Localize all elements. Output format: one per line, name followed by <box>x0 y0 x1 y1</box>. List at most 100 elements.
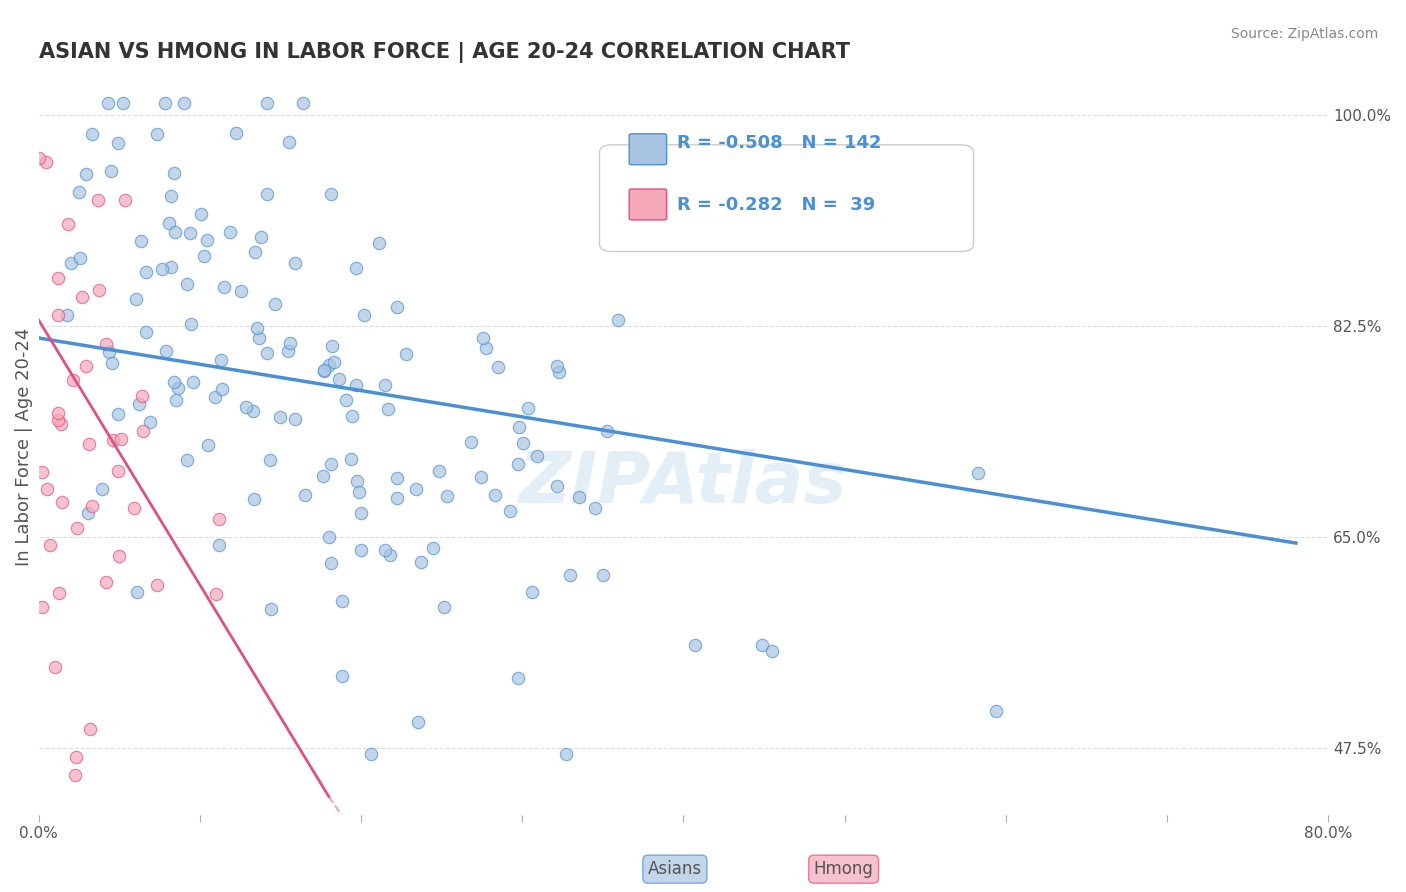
Asians <box>209 352 232 367</box>
Hmong <box>62 374 84 388</box>
Asians <box>264 297 287 311</box>
Asians <box>259 453 281 467</box>
Hmong <box>75 359 97 373</box>
Asians <box>607 313 630 327</box>
Asians <box>167 381 190 395</box>
Hmong <box>79 437 101 451</box>
Asians <box>967 466 990 480</box>
Asians <box>82 127 104 141</box>
Asians <box>409 555 432 569</box>
Hmong <box>114 193 136 207</box>
Hmong <box>66 521 89 535</box>
Asians <box>405 482 427 496</box>
Text: Asians: Asians <box>648 860 702 878</box>
Asians <box>395 347 418 361</box>
Asians <box>165 393 187 408</box>
Asians <box>284 256 307 270</box>
Asians <box>246 321 269 335</box>
Asians <box>595 424 617 438</box>
Asians <box>406 715 429 730</box>
Asians <box>208 538 231 552</box>
Asians <box>163 166 186 180</box>
Hmong <box>39 538 62 552</box>
Hmong <box>51 495 73 509</box>
Asians <box>150 261 173 276</box>
Asians <box>506 458 529 472</box>
Asians <box>160 260 183 274</box>
Asians <box>385 491 408 506</box>
Hmong <box>131 389 153 403</box>
FancyBboxPatch shape <box>628 189 666 220</box>
Hmong <box>37 482 59 496</box>
Asians <box>129 234 152 248</box>
Asians <box>100 164 122 178</box>
Asians <box>125 292 148 306</box>
Asians <box>190 207 212 221</box>
Asians <box>312 468 335 483</box>
Asians <box>176 277 198 292</box>
Hmong <box>49 417 72 432</box>
Asians <box>471 331 494 345</box>
Hmong <box>79 722 101 736</box>
Hmong <box>58 217 80 231</box>
Asians <box>360 747 382 762</box>
Asians <box>349 506 371 520</box>
Asians <box>427 464 450 478</box>
Asians <box>385 300 408 314</box>
Asians <box>323 355 346 369</box>
Asians <box>592 567 614 582</box>
Asians <box>512 435 534 450</box>
Asians <box>163 225 186 239</box>
Asians <box>229 285 252 299</box>
Asians <box>548 365 571 379</box>
Hmong <box>28 151 51 165</box>
Hmong <box>145 578 167 592</box>
Asians <box>353 308 375 322</box>
Text: Hmong: Hmong <box>814 860 873 878</box>
Asians <box>294 488 316 502</box>
Asians <box>318 358 340 372</box>
Hmong <box>46 309 69 323</box>
Asians <box>278 336 301 351</box>
Hmong <box>65 750 87 764</box>
Asians <box>77 507 100 521</box>
Text: ASIAN VS HMONG IN LABOR FORCE | AGE 20-24 CORRELATION CHART: ASIAN VS HMONG IN LABOR FORCE | AGE 20-2… <box>38 42 849 62</box>
Asians <box>269 410 291 425</box>
FancyBboxPatch shape <box>628 134 666 165</box>
Asians <box>508 419 530 434</box>
Asians <box>163 376 186 390</box>
Asians <box>321 457 343 471</box>
Asians <box>183 376 205 390</box>
Asians <box>377 401 399 416</box>
Hmong <box>122 500 145 515</box>
Text: R = -0.282   N =  39: R = -0.282 N = 39 <box>676 196 875 214</box>
Asians <box>284 411 307 425</box>
Asians <box>250 230 273 244</box>
Asians <box>344 260 367 275</box>
Asians <box>339 452 361 467</box>
Asians <box>346 474 368 488</box>
Asians <box>554 747 576 762</box>
Asians <box>546 359 568 373</box>
Asians <box>173 95 195 110</box>
Asians <box>98 344 121 359</box>
Asians <box>312 362 335 376</box>
Asians <box>193 250 215 264</box>
Hmong <box>82 499 104 513</box>
Asians <box>96 95 118 110</box>
Asians <box>761 644 783 658</box>
Asians <box>683 638 706 652</box>
Asians <box>157 216 180 230</box>
Asians <box>583 500 606 515</box>
Asians <box>69 251 91 265</box>
Asians <box>146 127 169 141</box>
Asians <box>67 186 90 200</box>
Asians <box>312 364 335 378</box>
Asians <box>211 382 233 396</box>
Asians <box>55 308 77 322</box>
Hmong <box>208 512 231 526</box>
Asians <box>460 435 482 450</box>
Asians <box>318 530 340 544</box>
Asians <box>135 265 157 279</box>
Asians <box>558 567 581 582</box>
